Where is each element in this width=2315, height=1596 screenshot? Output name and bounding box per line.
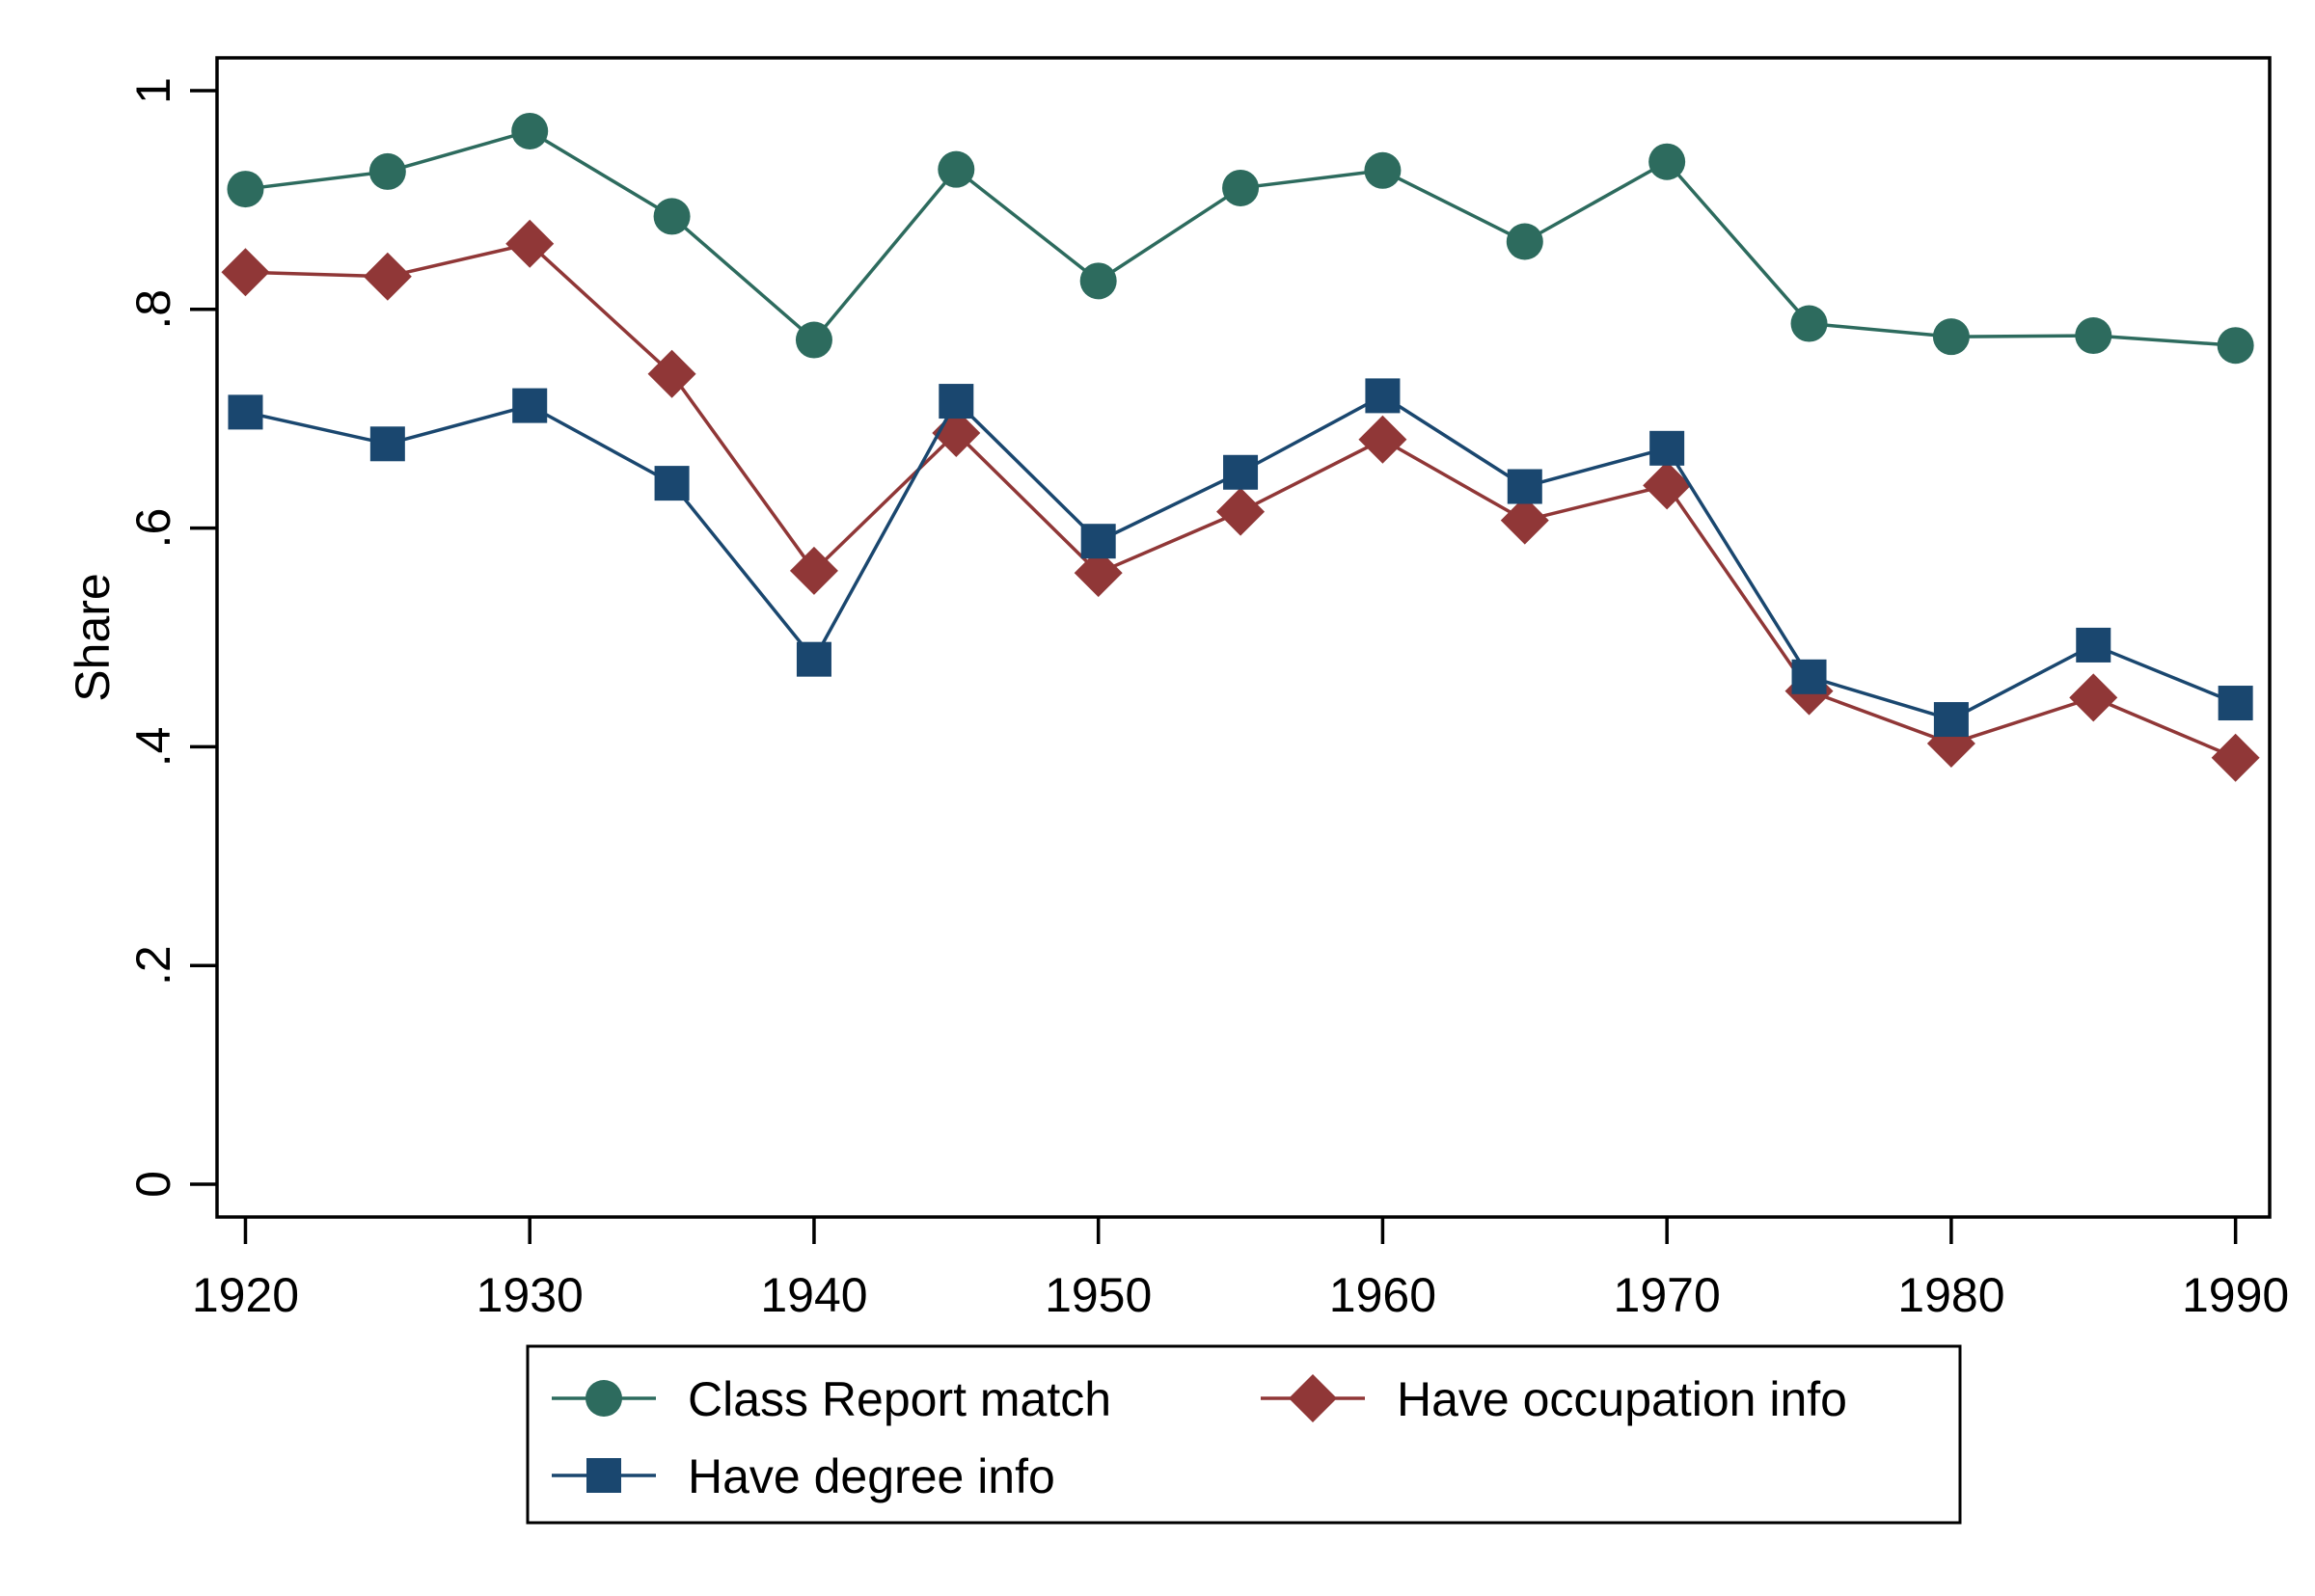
legend-entry: Have degree info <box>552 1449 1055 1503</box>
x-tick-label: 1920 <box>192 1268 299 1322</box>
data-point-diamond <box>1500 496 1549 545</box>
data-point-circle <box>653 198 691 235</box>
data-point-square <box>939 384 974 419</box>
legend-label: Class Report match <box>688 1372 1111 1426</box>
data-point-circle <box>2217 327 2254 365</box>
x-tick-label: 1940 <box>760 1268 867 1322</box>
data-point-square <box>369 426 405 462</box>
legend-label: Have degree info <box>688 1449 1055 1503</box>
data-point-square <box>512 388 548 423</box>
x-tick-label: 1930 <box>477 1268 584 1322</box>
data-point-circle <box>1222 169 1260 206</box>
y-tick-label: .2 <box>126 945 180 986</box>
data-point-diamond <box>2211 733 2260 782</box>
x-tick-label: 1990 <box>2182 1268 2289 1322</box>
data-point-circle <box>1506 223 1543 260</box>
data-point-diamond <box>789 546 838 595</box>
data-point-circle <box>368 152 406 190</box>
data-point-circle <box>511 112 549 149</box>
data-point-circle <box>938 150 975 188</box>
data-point-square <box>228 394 263 430</box>
data-point-circle <box>1648 143 1686 180</box>
data-point-square <box>1080 524 1116 559</box>
data-point-square <box>2076 627 2111 663</box>
data-point-circle <box>1364 151 1402 189</box>
data-point-square <box>1223 454 1259 490</box>
data-point-square <box>654 466 690 501</box>
y-tick-label: .6 <box>126 508 180 549</box>
data-point-diamond <box>505 219 555 268</box>
data-point-diamond <box>363 252 412 301</box>
x-tick-label: 1980 <box>1897 1268 2004 1322</box>
x-tick-label: 1960 <box>1329 1268 1436 1322</box>
legend-entry: Have occupation info <box>1261 1372 1847 1426</box>
data-point-square <box>1933 702 1969 738</box>
data-point-diamond <box>1358 415 1407 464</box>
y-tick-label: 1 <box>126 77 180 104</box>
data-point-diamond <box>2069 673 2118 722</box>
data-point-diamond <box>1643 461 1692 510</box>
data-point-circle <box>1932 318 1970 356</box>
data-point-diamond <box>647 349 696 398</box>
y-axis-label: Share <box>66 573 120 701</box>
data-point-square <box>1791 659 1827 694</box>
data-point-diamond <box>1289 1374 1337 1422</box>
data-point-circle <box>795 321 832 359</box>
series-layer <box>221 112 2260 782</box>
data-point-circle <box>586 1380 622 1417</box>
y-tick-label: 0 <box>126 1171 180 1198</box>
legend-frame <box>526 1344 1962 1525</box>
x-tick-label: 1970 <box>1614 1268 1721 1322</box>
data-point-square <box>1649 430 1685 466</box>
data-point-square <box>2218 686 2253 721</box>
data-point-diamond <box>1074 549 1123 598</box>
y-axis: 0 .2 .4 .6 .8 1 <box>126 77 217 1198</box>
legend: Class Report match Have occupation info Ha… <box>526 1344 1962 1525</box>
data-point-square <box>1365 378 1401 414</box>
legend-label: Have occupation info <box>1397 1372 1847 1426</box>
data-point-square <box>586 1458 621 1493</box>
x-axis: 1920 1930 1940 1950 1960 1970 1980 1990 <box>192 1217 2289 1322</box>
series-square <box>228 378 2253 738</box>
data-point-circle <box>2075 317 2112 355</box>
series-circle <box>227 112 2254 365</box>
plot-frame <box>215 56 2272 1219</box>
data-point-square <box>1507 469 1542 504</box>
data-point-circle <box>227 171 264 208</box>
legend-entry: Class Report match <box>552 1372 1111 1426</box>
data-point-diamond <box>1216 487 1266 536</box>
data-point-circle <box>1079 262 1117 300</box>
data-point-square <box>796 641 831 677</box>
x-tick-label: 1950 <box>1045 1268 1152 1322</box>
data-point-diamond <box>221 248 270 297</box>
y-tick-label: .4 <box>126 727 180 768</box>
y-tick-label: .8 <box>126 289 180 330</box>
data-point-circle <box>1790 305 1828 342</box>
